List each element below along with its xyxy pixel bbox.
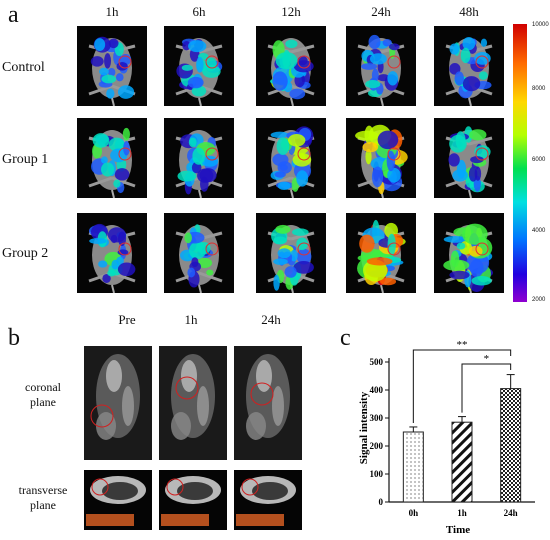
fluorescence-image xyxy=(434,118,504,198)
y-tick-label: 0 xyxy=(379,497,384,507)
colorbar xyxy=(513,24,527,302)
x-tick-label: 0h xyxy=(409,508,419,518)
panel-letter-a: a xyxy=(8,2,19,28)
row-label-coronal: coronal plane xyxy=(25,380,61,409)
fluorescence-image xyxy=(77,213,147,293)
colorbar-tick: 4000 xyxy=(532,228,546,234)
significance-bracket xyxy=(412,349,512,423)
bar-chart: Signal intensity Time 0 100 200 300 400 500 0h… xyxy=(358,340,535,536)
row-label-control: Control xyxy=(2,60,45,75)
colorbar-tick: 8000 xyxy=(532,86,546,92)
fluorescence-image xyxy=(346,213,416,293)
bar xyxy=(500,388,522,503)
fluorescence-image xyxy=(164,118,234,198)
row-label-group1: Group 1 xyxy=(2,152,49,167)
significance-bracket xyxy=(461,363,512,413)
panel-letter-b: b xyxy=(8,325,20,351)
fluorescence-image xyxy=(164,213,234,293)
time-label-48h: 48h xyxy=(459,4,479,19)
y-tick-label: 100 xyxy=(370,469,384,479)
significance-marker: * xyxy=(484,353,490,365)
time-label-24h: 24h xyxy=(371,4,391,19)
fluorescence-image xyxy=(256,213,326,293)
x-tick-label: 1h xyxy=(457,508,467,518)
fluorescence-image xyxy=(77,26,147,106)
time-label-12h: 12h xyxy=(281,4,301,19)
y-tick-label: 400 xyxy=(370,385,384,395)
fluorescence-image xyxy=(346,118,416,198)
time-label-1h: 1h xyxy=(105,4,119,19)
coronal-mri-image xyxy=(234,346,302,460)
bar xyxy=(451,421,473,503)
y-tick-label: 500 xyxy=(370,357,384,367)
mri-time-label-24h: 24h xyxy=(261,312,281,327)
fluorescence-image xyxy=(256,26,326,106)
colorbar-tick: 2000 xyxy=(532,297,546,303)
fluorescence-image xyxy=(434,213,504,293)
fluorescence-image xyxy=(164,26,234,106)
y-tick-label: 200 xyxy=(370,441,384,451)
mri-time-label-pre: Pre xyxy=(118,312,136,327)
fluorescence-image xyxy=(346,26,416,106)
row-label-group2: Group 2 xyxy=(2,246,49,261)
time-label-6h: 6h xyxy=(192,4,206,19)
transverse-mri-image xyxy=(159,470,227,530)
fluorescence-image xyxy=(77,118,147,198)
bar xyxy=(402,431,424,503)
x-axis-label: Time xyxy=(446,524,470,536)
colorbar-tick: 10000 xyxy=(532,22,549,28)
y-tick-label: 300 xyxy=(370,413,384,423)
colorbar-tick: 6000 xyxy=(532,157,546,163)
transverse-mri-image xyxy=(84,470,152,530)
coronal-mri-image xyxy=(84,346,152,460)
significance-marker: ** xyxy=(457,340,468,351)
mri-time-label-1h: 1h xyxy=(184,312,198,327)
panel-letter-c: c xyxy=(340,325,351,351)
fluorescence-image xyxy=(434,26,504,106)
transverse-mri-image xyxy=(234,470,302,530)
x-tick-label: 24h xyxy=(504,508,518,518)
row-label-transverse: transverse plane xyxy=(18,483,68,512)
y-axis-label: Signal intensity xyxy=(358,391,370,464)
fluorescence-image xyxy=(256,118,326,198)
coronal-mri-image xyxy=(159,346,227,460)
